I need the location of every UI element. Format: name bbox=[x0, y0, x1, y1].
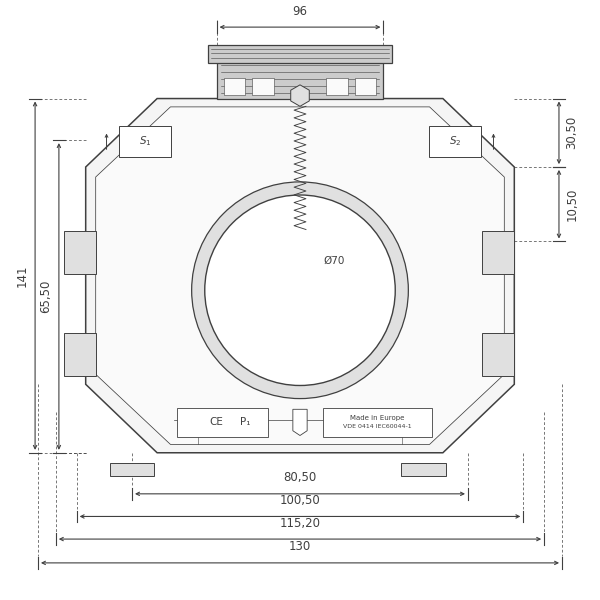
Text: 80,50: 80,50 bbox=[283, 472, 317, 484]
Text: 65,50: 65,50 bbox=[40, 280, 52, 313]
FancyBboxPatch shape bbox=[177, 408, 268, 437]
Polygon shape bbox=[293, 409, 307, 436]
Bar bbox=[482, 333, 514, 376]
Bar bbox=[217, 60, 383, 98]
Text: 100,50: 100,50 bbox=[280, 494, 320, 507]
Polygon shape bbox=[291, 85, 309, 106]
Text: P₁: P₁ bbox=[240, 418, 250, 427]
Bar bbox=[64, 231, 97, 274]
Circle shape bbox=[191, 182, 409, 398]
Text: $S_2$: $S_2$ bbox=[449, 134, 461, 148]
Text: 30,50: 30,50 bbox=[566, 116, 578, 149]
Text: VDE 0414 IEC60044-1: VDE 0414 IEC60044-1 bbox=[343, 424, 412, 429]
Bar bbox=[482, 231, 514, 274]
Text: $S_1$: $S_1$ bbox=[139, 134, 152, 148]
Text: 10,50: 10,50 bbox=[566, 188, 578, 221]
Text: 130: 130 bbox=[289, 541, 311, 553]
Bar bbox=[224, 79, 245, 95]
Bar bbox=[253, 79, 274, 95]
Text: 141: 141 bbox=[16, 265, 28, 287]
Polygon shape bbox=[95, 107, 505, 445]
Bar bbox=[208, 45, 392, 63]
FancyBboxPatch shape bbox=[323, 408, 432, 437]
Text: 115,20: 115,20 bbox=[280, 517, 320, 530]
Bar bbox=[355, 79, 376, 95]
Bar bbox=[401, 463, 446, 476]
FancyBboxPatch shape bbox=[119, 126, 172, 157]
FancyBboxPatch shape bbox=[428, 126, 481, 157]
Circle shape bbox=[205, 195, 395, 385]
Bar bbox=[110, 463, 154, 476]
Polygon shape bbox=[86, 98, 514, 453]
Text: CE: CE bbox=[210, 418, 224, 427]
Text: Made in Europe: Made in Europe bbox=[350, 415, 404, 421]
Text: Ø70: Ø70 bbox=[324, 256, 345, 265]
Text: 96: 96 bbox=[293, 5, 308, 17]
Bar bbox=[64, 333, 97, 376]
Bar bbox=[326, 79, 347, 95]
